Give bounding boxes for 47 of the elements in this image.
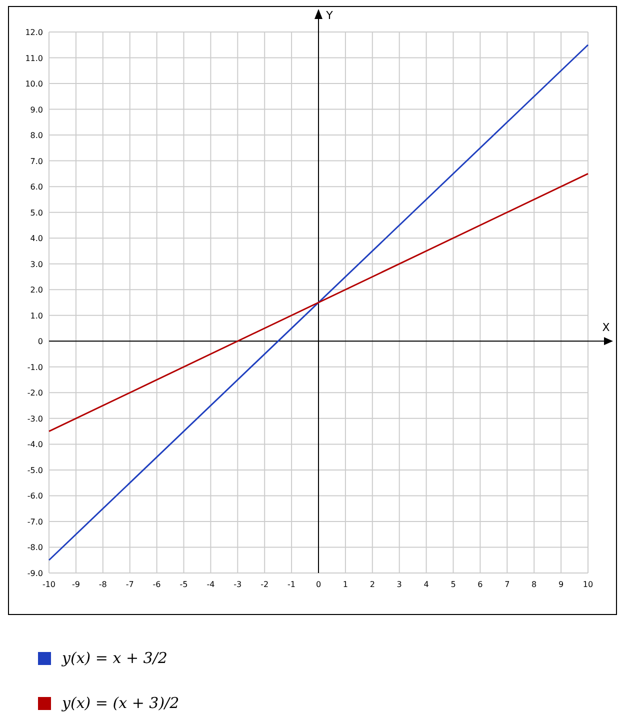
x-tick-label: -9 (72, 580, 80, 589)
y-axis-title: Y (325, 9, 334, 22)
y-tick-label: 4.0 (30, 234, 43, 244)
y-tick-label: -3.0 (27, 414, 43, 424)
y-tick-label: -5.0 (27, 466, 43, 475)
x-tick-label: -7 (126, 580, 134, 589)
x-tick-label: -2 (260, 580, 269, 589)
x-tick-label: -1 (288, 580, 296, 589)
y-tick-label: 9.0 (30, 105, 43, 114)
y-tick-label: 7.0 (30, 156, 43, 166)
y-tick-label: -8.0 (27, 543, 43, 552)
x-axis-title: X (602, 321, 610, 334)
x-tick-label: -3 (234, 580, 242, 589)
y-tick-label: 6.0 (30, 182, 43, 192)
x-tick-label: -4 (206, 580, 215, 589)
y-tick-label: 10.0 (25, 80, 43, 89)
x-tick-label: -5 (180, 580, 188, 589)
x-tick-label: -6 (152, 580, 161, 589)
y-tick-label: -1.0 (27, 362, 43, 372)
y-tick-label: 2.0 (30, 286, 43, 295)
x-tick-label: 9 (558, 580, 564, 589)
x-tick-label: 4 (424, 580, 429, 589)
y-tick-label: 3.0 (30, 260, 43, 269)
legend-label: y(x) = (x + 3)/2 (61, 694, 180, 712)
x-tick-label: 1 (342, 580, 348, 589)
y-tick-label: -7.0 (27, 517, 43, 526)
y-tick-label: -9.0 (27, 569, 43, 578)
y-tick-label: -2.0 (27, 388, 43, 398)
x-tick-label: 5 (450, 580, 456, 589)
x-tick-label: 2 (370, 580, 375, 589)
y-tick-label: 8.0 (30, 131, 43, 140)
x-tick-label: 0 (316, 580, 322, 589)
y-tick-label: 0 (38, 337, 43, 346)
y-tick-label: -4.0 (27, 440, 43, 450)
x-tick-label: -10 (42, 580, 56, 589)
legend-label: y(x) = x + 3/2 (61, 649, 168, 667)
x-tick-label: 7 (504, 580, 510, 589)
x-tick-label: 6 (478, 580, 483, 589)
y-tick-label: 5.0 (30, 208, 43, 218)
y-tick-label: 12.0 (25, 28, 43, 37)
y-tick-label: -6.0 (27, 492, 43, 501)
x-tick-label: 8 (532, 580, 537, 589)
y-tick-label: 11.0 (25, 54, 43, 63)
x-tick-label: 3 (396, 580, 402, 589)
x-tick-label: -8 (98, 580, 107, 589)
x-tick-label: 10 (582, 580, 594, 589)
y-tick-label: 1.0 (30, 311, 43, 320)
